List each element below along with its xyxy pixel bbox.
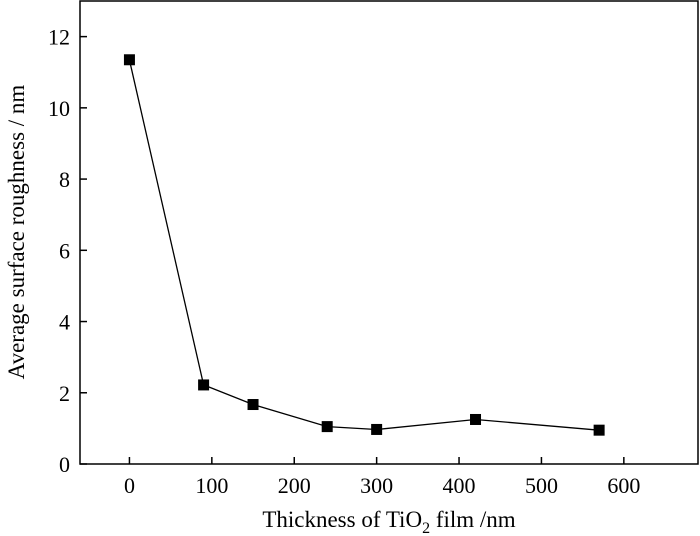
y-tick-label-5: 10	[48, 96, 70, 121]
plot-frame	[79, 0, 699, 465]
x-tick-label-0: 0	[124, 473, 135, 498]
y-axis-label: Average surface roughness / nm	[4, 85, 29, 380]
x-tick-label-1: 100	[195, 473, 228, 498]
data-point-5	[470, 413, 482, 425]
y-tick-label-3: 6	[59, 238, 70, 263]
x-tick-label-5: 500	[525, 473, 558, 498]
data-point-4	[371, 423, 383, 435]
data-point-1	[198, 379, 210, 391]
y-tick-label-0: 0	[59, 452, 70, 477]
x-axis-label-main: Thickness of TiO	[262, 507, 422, 532]
series-markers	[123, 54, 605, 436]
y-tick-label-1: 2	[59, 381, 70, 406]
data-point-6	[593, 424, 605, 436]
x-axis-label-tail: film /nm	[430, 507, 516, 532]
data-point-3	[321, 421, 333, 433]
x-axis-label: Thickness of TiO2 film /nm	[262, 507, 515, 536]
x-tick-label-2: 200	[278, 473, 311, 498]
x-tick-label-3: 300	[360, 473, 393, 498]
data-point-2	[247, 399, 259, 411]
data-point-0	[123, 54, 135, 66]
series-line	[128, 59, 600, 431]
y-tick-label-6: 12	[48, 25, 70, 50]
x-tick-label-6: 600	[607, 473, 640, 498]
x-tick-label-4: 400	[443, 473, 476, 498]
y-axis: 0 2 4 6 8 10 12	[48, 25, 87, 477]
y-tick-label-4: 8	[59, 167, 70, 192]
x-axis: 0 100 200 300 400 500 600	[124, 457, 640, 498]
y-tick-label-2: 4	[59, 310, 70, 335]
x-axis-label-subscript: 2	[422, 520, 430, 536]
